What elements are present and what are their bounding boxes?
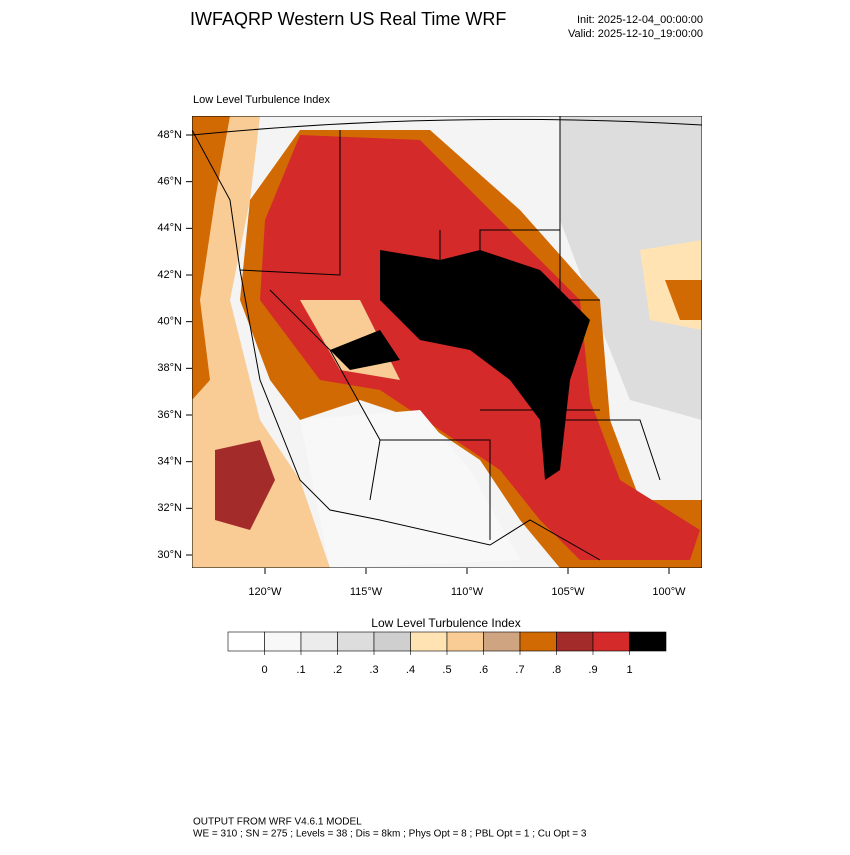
colorbar-label: .1 [296,664,305,676]
colorbar-label: .7 [515,664,524,676]
lat-label: 48°N [157,129,182,141]
colorbar-box [300,631,338,652]
colorbar-title: Low Level Turbulence Index [371,616,520,630]
colorbar-label: .6 [479,664,488,676]
lat-label: 40°N [157,316,182,328]
map-title: Low Level Turbulence Index [193,94,330,106]
colorbar-label: .9 [588,664,597,676]
lon-label: 110°W [451,586,484,598]
colorbar-box [410,631,448,652]
lat-label: 30°N [157,549,182,561]
lon-label: 100°W [652,586,686,598]
lat-label: 38°N [157,362,182,374]
lon-label: 120°W [248,586,282,598]
lon-label: 105°W [551,586,585,598]
colorbar-label: 0 [261,664,267,676]
colorbar-box [373,631,411,652]
colorbar-label: .2 [333,664,342,676]
map [192,116,702,568]
colorbar-box [483,631,521,652]
lat-label: 46°N [157,176,182,188]
colorbar-box [592,631,630,652]
lat-label: 42°N [157,269,182,281]
lon-label: 115°W [350,586,383,598]
colorbar-box [556,631,594,652]
lat-label: 32°N [157,502,182,514]
colorbar-label: .4 [406,664,415,676]
title: IWFAQRP Western US Real Time WRF [190,9,506,29]
footer-line: OUTPUT FROM WRF V4.6.1 MODEL [193,817,362,828]
colorbar-box [629,631,667,652]
colorbar-label: 1 [626,664,632,676]
colorbar-box [264,631,302,652]
lat-label: 34°N [157,456,182,468]
colorbar-box [227,631,265,652]
colorbar-label: .8 [552,664,561,676]
colorbar-label: .5 [442,664,451,676]
colorbar-box [519,631,557,652]
footer-line: WE = 310 ; SN = 275 ; Levels = 38 ; Dis … [193,829,587,840]
lat-label: 44°N [157,222,182,234]
colorbar-box [446,631,484,652]
colorbar-box [337,631,375,652]
colorbar-label: .3 [369,664,378,676]
lat-label: 36°N [157,409,182,421]
valid-time: Valid: 2025-12-10_19:00:00 [568,28,703,40]
init-time: Init: 2025-12-04_00:00:00 [577,14,703,26]
colorbar: 0 .1 .2 .3 .4 .5 .6 .7 .8 .9 1 [227,631,667,676]
